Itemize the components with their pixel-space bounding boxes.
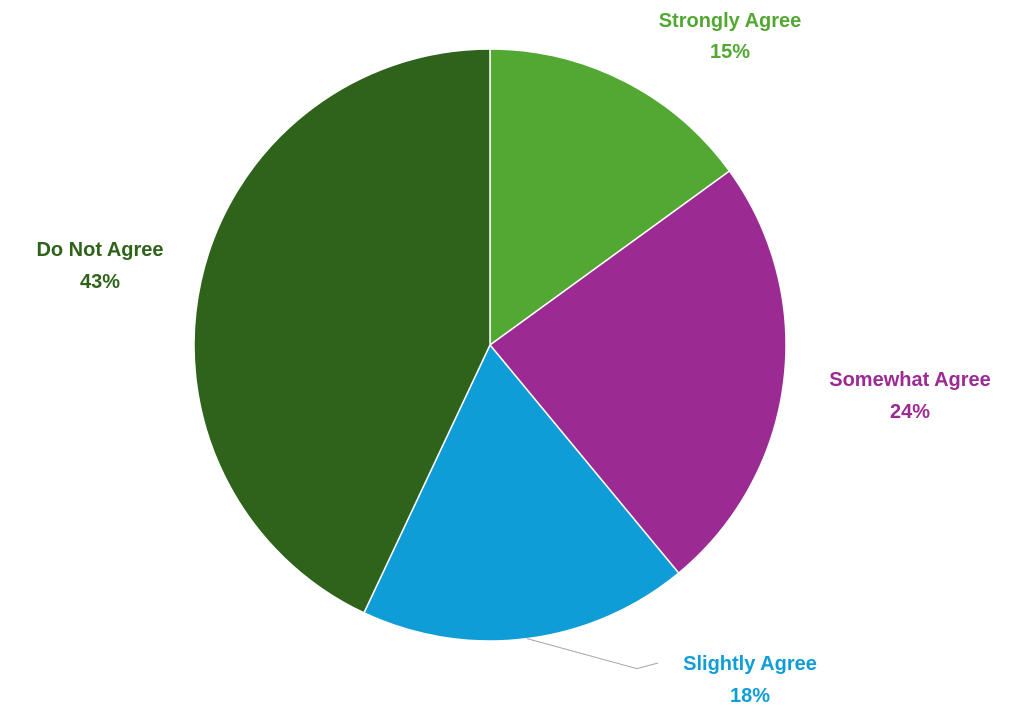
pie-slices xyxy=(193,48,787,642)
pie-slice-somewhat-agree xyxy=(488,169,787,575)
slice-value-do-not-agree: 43% xyxy=(80,271,120,293)
slice-label-do-not-agree: Do Not Agree xyxy=(36,239,163,261)
slice-value-strongly-agree: 15% xyxy=(710,41,750,63)
pie-slice-slightly-agree xyxy=(362,343,680,642)
pie-labels: Strongly Agree 15% Somewhat Agree 24% Slight… xyxy=(36,10,990,707)
slice-label-strongly-agree: Strongly Agree xyxy=(659,10,802,32)
slice-value-somewhat-agree: 24% xyxy=(890,401,930,423)
slice-label-slightly-agree: Slightly Agree xyxy=(683,653,817,675)
pie-slice-do-not-agree xyxy=(193,48,491,614)
leader-line-slightly-agree xyxy=(526,638,659,670)
pie-slice-strongly-agree xyxy=(489,48,731,347)
slice-label-somewhat-agree: Somewhat Agree xyxy=(829,369,991,391)
slice-value-slightly-agree: 18% xyxy=(730,685,770,707)
